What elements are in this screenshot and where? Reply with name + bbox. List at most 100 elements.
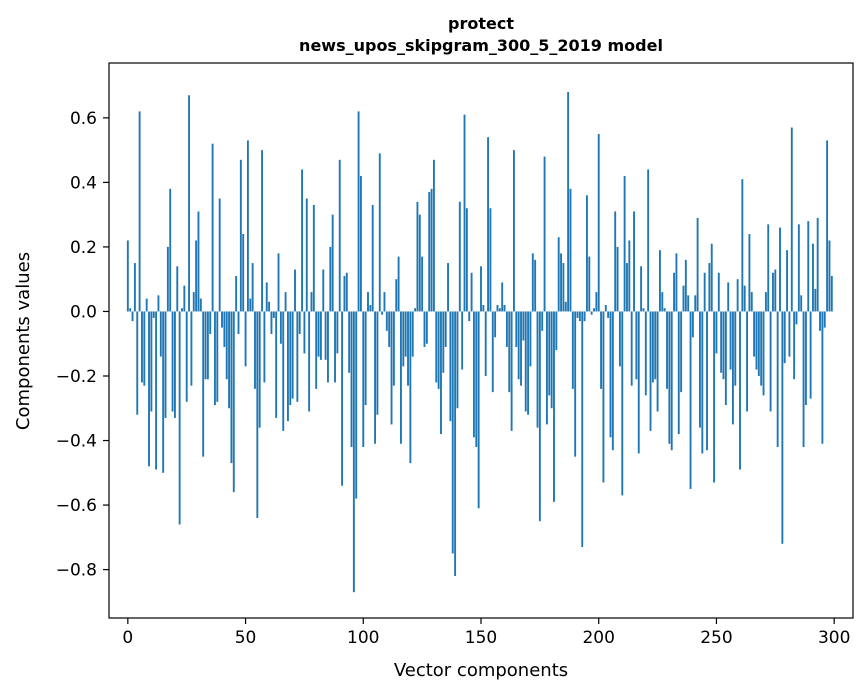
bar xyxy=(527,311,530,415)
bar xyxy=(223,311,226,347)
bar xyxy=(529,311,532,367)
bar xyxy=(381,311,384,315)
bar xyxy=(767,224,770,312)
y-tick-label: −0.8 xyxy=(56,561,97,581)
bar xyxy=(171,311,174,412)
bar xyxy=(649,311,652,431)
bar xyxy=(814,288,817,312)
bar xyxy=(357,111,360,312)
bar xyxy=(195,240,198,312)
bar xyxy=(242,234,245,312)
bar xyxy=(586,195,588,312)
bar xyxy=(520,311,522,386)
bar xyxy=(416,201,419,312)
bar xyxy=(470,272,473,312)
bar xyxy=(616,246,619,312)
bar xyxy=(272,311,275,318)
bar xyxy=(593,308,595,312)
bar xyxy=(199,298,202,312)
bar xyxy=(804,311,807,406)
bar xyxy=(442,311,445,373)
bar xyxy=(378,153,381,312)
bar xyxy=(626,263,628,312)
bar xyxy=(724,311,727,406)
bar xyxy=(286,311,289,422)
bar xyxy=(581,311,584,548)
y-tick-label: −0.2 xyxy=(56,367,97,387)
bar xyxy=(706,311,708,451)
bar xyxy=(407,311,409,386)
bar xyxy=(694,295,697,312)
bar xyxy=(444,311,447,347)
y-tick-label: −0.4 xyxy=(56,432,97,452)
bar xyxy=(468,311,471,322)
bar xyxy=(501,282,504,312)
bar xyxy=(786,250,789,312)
bar xyxy=(181,308,183,312)
bar xyxy=(743,285,746,312)
bar xyxy=(152,311,155,318)
bar xyxy=(385,311,388,331)
bar xyxy=(809,311,812,399)
bar xyxy=(440,311,442,435)
bar xyxy=(595,292,598,312)
bar xyxy=(715,311,718,354)
bar xyxy=(173,311,176,418)
bar xyxy=(731,311,734,425)
x-tick-label: 50 xyxy=(235,628,257,648)
bar xyxy=(383,292,386,312)
bar xyxy=(750,292,753,312)
bar xyxy=(548,311,551,396)
bar xyxy=(618,311,621,367)
bar xyxy=(145,298,148,312)
bar xyxy=(757,311,760,376)
bar xyxy=(611,311,614,451)
bar xyxy=(753,311,756,357)
bar xyxy=(263,311,266,383)
bar xyxy=(666,311,668,389)
bar xyxy=(576,311,579,318)
bar xyxy=(687,295,690,312)
bar xyxy=(206,311,209,380)
bar xyxy=(214,311,216,406)
bar xyxy=(776,311,779,447)
bar xyxy=(305,198,308,312)
bar xyxy=(282,311,285,431)
bar xyxy=(254,311,256,389)
bar xyxy=(682,285,685,312)
y-axis-ticks: −0.8 −0.6 −0.4 −0.2 0.0 0.2 0.4 0.6 xyxy=(56,109,109,581)
bar xyxy=(159,311,162,357)
bar xyxy=(169,188,172,312)
bar xyxy=(588,256,591,312)
bar xyxy=(404,311,407,357)
bar xyxy=(216,311,219,402)
bar xyxy=(341,311,344,486)
bar xyxy=(185,311,188,402)
bar xyxy=(830,275,833,312)
bar xyxy=(461,311,464,370)
bar xyxy=(143,311,146,386)
bar xyxy=(800,295,803,312)
bar xyxy=(331,214,334,312)
bar xyxy=(275,311,278,418)
bar xyxy=(755,311,758,370)
bar xyxy=(437,311,440,389)
bar xyxy=(628,240,631,312)
bar xyxy=(578,311,581,322)
bar xyxy=(640,266,643,312)
bar xyxy=(371,204,374,312)
bar xyxy=(256,311,259,518)
bar xyxy=(456,311,459,409)
bar xyxy=(475,311,478,447)
bar xyxy=(397,256,400,312)
bar xyxy=(703,272,706,312)
y-tick-label: 0.2 xyxy=(70,238,97,258)
bar xyxy=(291,311,294,399)
bar xyxy=(369,305,372,312)
bar xyxy=(348,311,351,373)
bar xyxy=(522,311,525,341)
bar xyxy=(334,311,336,383)
bar xyxy=(633,211,635,312)
bar xyxy=(524,311,527,412)
bar xyxy=(508,311,511,393)
